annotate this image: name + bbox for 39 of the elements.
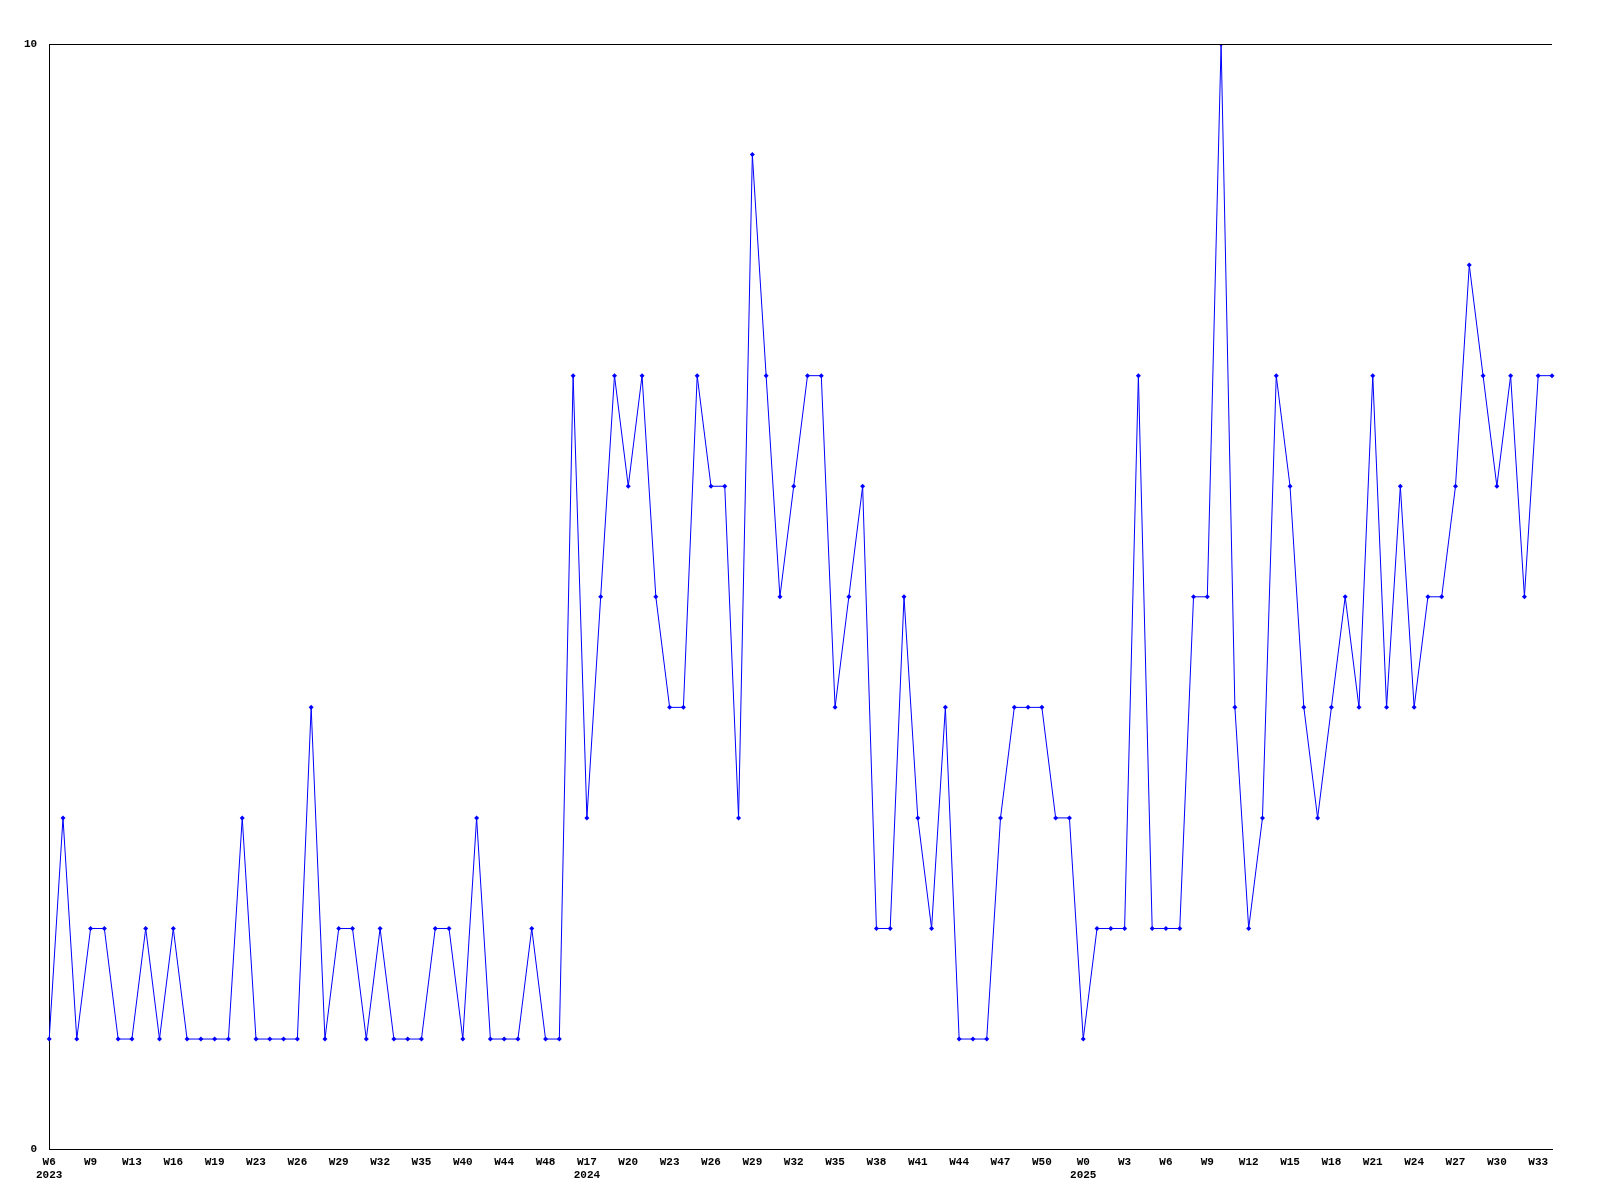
x-tick-label: W29 (328, 1155, 349, 1168)
x-tick-label: W3 (1118, 1155, 1132, 1168)
x-tick-label: W15 (1280, 1155, 1301, 1168)
x-tick-label: W12 (1238, 1155, 1259, 1168)
x-tick-label: W35 (825, 1155, 846, 1168)
x-tick-label: W47 (990, 1155, 1011, 1168)
x-tick-label: W30 (1486, 1155, 1507, 1168)
x-tick-label: W27 (1445, 1155, 1466, 1168)
x-tick-label: W16 (163, 1155, 184, 1168)
x-tick-label: W41 (907, 1155, 929, 1168)
x-tick-label: W26 (701, 1155, 721, 1168)
x-tick-label: W35 (411, 1155, 432, 1168)
x-tick-label: W13 (122, 1155, 143, 1168)
y-tick-label: 10 (24, 37, 38, 50)
y-tick-label: 0 (30, 1143, 38, 1156)
x-tick-label: W40 (452, 1155, 473, 1168)
x-tick-label: W32 (370, 1155, 390, 1168)
x-tick-label: W23 (659, 1155, 680, 1168)
x-tick-label: W18 (1321, 1155, 1342, 1168)
x-tick-label: W50 (1031, 1155, 1052, 1168)
x-tick-label: W44 (949, 1155, 970, 1168)
x-tick-label: W19 (204, 1155, 225, 1168)
x-tick-label: W21 (1362, 1155, 1384, 1168)
x-tick-label: W6 2023 (36, 1155, 63, 1182)
x-tick-label: W32 (783, 1155, 804, 1168)
x-tick-label: W9 (1200, 1155, 1214, 1168)
x-tick-label: W48 (535, 1155, 556, 1168)
x-tick-label: W44 (494, 1155, 515, 1168)
x-tick-label: W38 (866, 1155, 887, 1168)
x-tick-label: W33 (1528, 1155, 1549, 1168)
x-tick-label: W20 (618, 1155, 639, 1168)
x-tick-label: W26 (287, 1155, 308, 1168)
x-tick-label: W9 (83, 1155, 98, 1168)
x-tick-label: W29 (742, 1155, 763, 1168)
x-tick-label: W0 2025 (1070, 1155, 1097, 1182)
x-tick-label: W24 (1404, 1155, 1425, 1168)
x-tick-label: W6 (1159, 1155, 1173, 1168)
x-tick-label: W23 (246, 1155, 267, 1168)
x-tick-label: W17 2024 (573, 1155, 601, 1182)
